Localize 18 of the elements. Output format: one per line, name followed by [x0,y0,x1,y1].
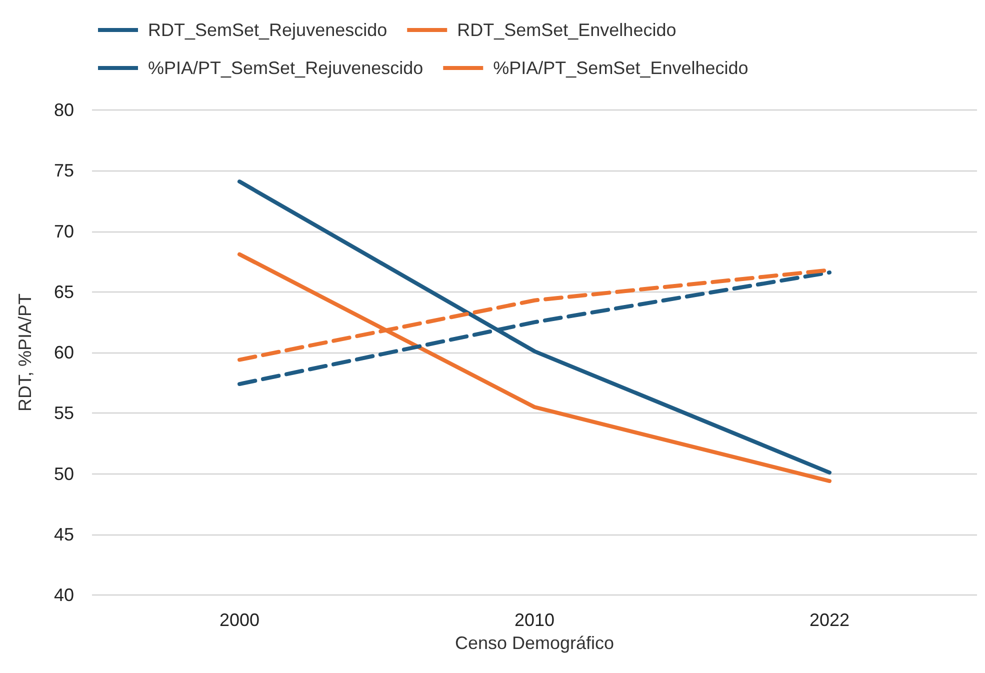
x-tick-label: 2010 [514,610,555,630]
y-axis-title: RDT, %PIA/PT [15,293,35,412]
y-tick-label: 75 [54,160,74,181]
y-tick-label: 80 [54,100,74,120]
legend-label: %PIA/PT_SemSet_Envelhecido [493,58,748,78]
y-tick-label: 60 [54,342,74,362]
x-axis-title: Censo Demográfico [454,632,614,653]
y-tick-label: 50 [54,464,74,484]
legend-label: %PIA/PT_SemSet_Rejuvenescido [148,58,424,78]
y-tick-label: 70 [54,221,74,242]
y-tick-label: 65 [54,282,74,302]
y-tick-label: 55 [54,403,74,424]
x-tick-label: 2000 [219,610,260,630]
legend-label: RDT_SemSet_Rejuvenescido [148,20,388,40]
y-tick-label: 40 [54,585,74,605]
y-tick-label: 45 [54,524,74,544]
legend-label: RDT_SemSet_Envelhecido [457,20,676,40]
x-tick-label: 2022 [809,610,850,630]
